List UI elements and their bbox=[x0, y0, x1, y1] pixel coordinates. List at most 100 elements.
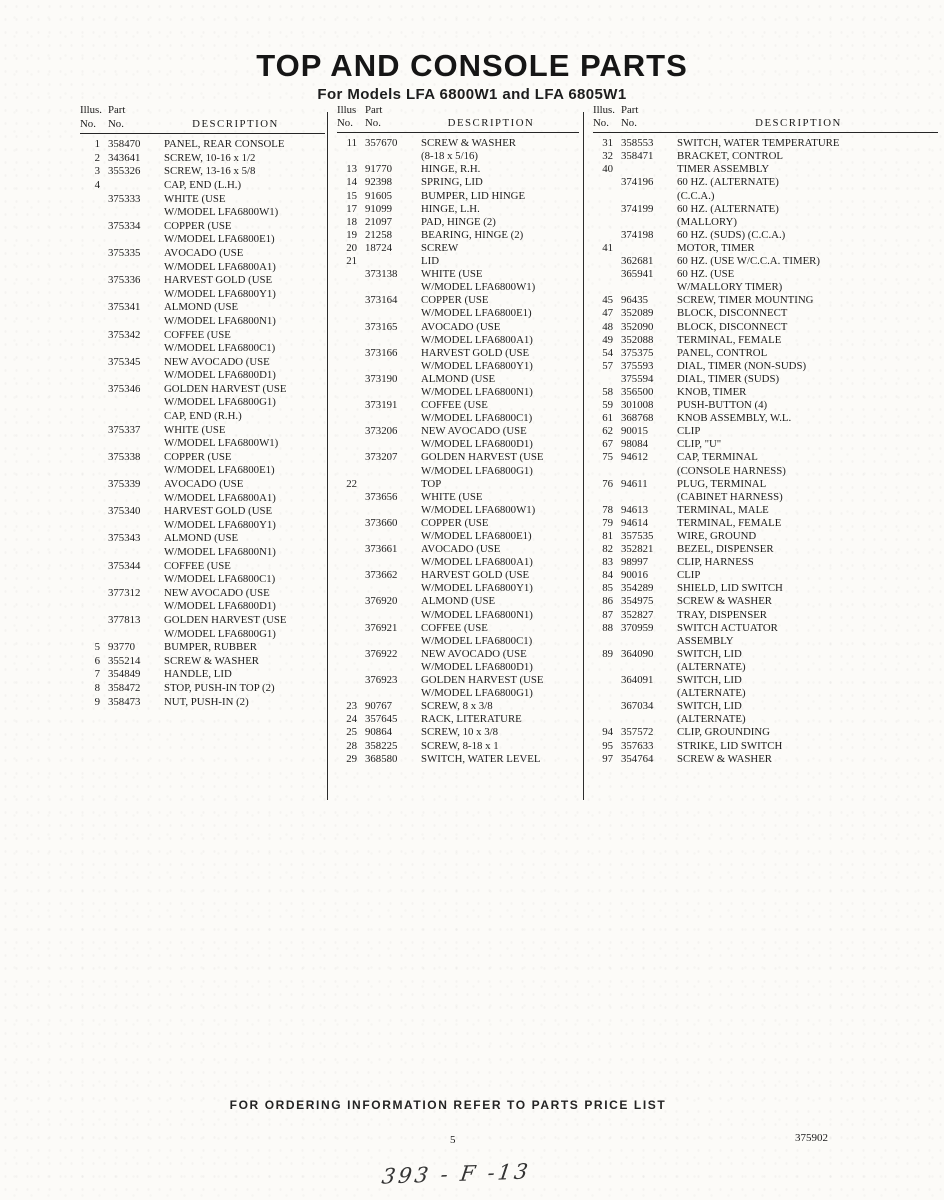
part-no bbox=[621, 163, 669, 176]
parts-row: W/MODEL LFA6800A1) bbox=[337, 334, 579, 347]
part-no: 375594 bbox=[621, 372, 654, 385]
illus-no bbox=[337, 661, 357, 674]
illus-no bbox=[80, 587, 100, 601]
parts-row: 375344 COFFEE (USE bbox=[80, 560, 325, 574]
description-line: GOLDEN HARVEST (USE bbox=[164, 613, 287, 626]
part-no bbox=[108, 628, 156, 642]
description-line: W/MODEL LFA6800D1) bbox=[421, 660, 533, 673]
description-line: W/MODEL LFA6800C1) bbox=[164, 342, 276, 355]
header-illus-label: Illus bbox=[337, 104, 357, 116]
description-line: W/MODEL LFA6800D1) bbox=[421, 438, 533, 451]
description-line: (8-18 x 5/16) bbox=[421, 150, 478, 163]
illus-no bbox=[337, 334, 357, 347]
description-line: COPPER (USE bbox=[164, 219, 232, 232]
part-no bbox=[365, 687, 413, 700]
parts-row: W/MODEL LFA6800N1) bbox=[337, 609, 579, 622]
illus-no bbox=[80, 614, 100, 628]
parts-row: 375343 ALMOND (USE bbox=[80, 532, 325, 546]
description-line: LID bbox=[421, 255, 439, 268]
part-no bbox=[365, 412, 413, 425]
illus-no bbox=[593, 465, 613, 478]
parts-row: 367034 SWITCH, LID bbox=[593, 700, 938, 713]
part-no bbox=[108, 464, 156, 478]
part-no: 375335 bbox=[108, 246, 141, 259]
illus-no bbox=[337, 412, 357, 425]
part-no bbox=[108, 369, 156, 383]
parts-row: 364091 SWITCH, LID bbox=[593, 674, 938, 687]
illus-no: 25 bbox=[346, 726, 357, 739]
illus-no bbox=[337, 321, 357, 334]
illus-no: 76 bbox=[602, 477, 613, 490]
illus-no bbox=[80, 396, 100, 410]
part-no: 357670 bbox=[365, 137, 398, 150]
illus-no bbox=[337, 530, 357, 543]
part-no: 364090 bbox=[621, 647, 654, 660]
header-description-label: DESCRIPTION bbox=[447, 117, 535, 130]
illus-no bbox=[80, 220, 100, 234]
parts-row: W/MODEL LFA6800W1) bbox=[337, 504, 579, 517]
part-no bbox=[108, 396, 156, 410]
parts-row: 375340 HARVEST GOLD (USE bbox=[80, 505, 325, 519]
description-line: BEARING, HINGE (2) bbox=[421, 228, 524, 241]
part-no bbox=[108, 342, 156, 356]
illus-no: 2 bbox=[94, 151, 100, 164]
part-no: 362681 bbox=[621, 255, 654, 268]
parts-row: (ALTERNATE) bbox=[593, 661, 938, 674]
parts-row: W/MODEL LFA6800A1) bbox=[80, 261, 325, 275]
illus-no bbox=[80, 628, 100, 642]
part-no: 373206 bbox=[365, 425, 398, 438]
illus-no bbox=[80, 247, 100, 261]
illus-no bbox=[80, 464, 100, 478]
part-no: 374196 bbox=[621, 176, 654, 189]
description-line: HINGE, L.H. bbox=[421, 202, 480, 215]
parts-row: 17 91099 HINGE, L.H. bbox=[337, 203, 579, 216]
column-header: Illus. Part No. No. DESCRIPTION bbox=[593, 104, 938, 134]
illus-no bbox=[80, 193, 100, 207]
description-line: AVOCADO (USE bbox=[421, 320, 501, 333]
description-line: W/MODEL LFA6800G1) bbox=[164, 396, 276, 409]
part-no bbox=[365, 255, 413, 268]
parts-row: 47 352089 BLOCK, DISCONNECT bbox=[593, 307, 938, 320]
description-line: W/MODEL LFA6800W1) bbox=[164, 206, 279, 219]
illus-no bbox=[593, 687, 613, 700]
parts-row: 7 354849 HANDLE, LID bbox=[80, 668, 325, 682]
description-line: (ALTERNATE) bbox=[677, 687, 746, 700]
part-no: 375333 bbox=[108, 192, 141, 205]
description-line: ALMOND (USE bbox=[164, 301, 239, 314]
illus-no bbox=[593, 713, 613, 726]
part-no bbox=[365, 150, 413, 163]
description-line: TIMER ASSEMBLY bbox=[677, 163, 770, 176]
parts-row: 4 CAP, END (L.H.) bbox=[80, 179, 325, 193]
parts-row: 59 301008 PUSH-BUTTON (4) bbox=[593, 399, 938, 412]
illus-no bbox=[80, 492, 100, 506]
description-line: NEW AVOCADO (USE bbox=[421, 425, 527, 438]
parts-row: 373660 COPPER (USE bbox=[337, 517, 579, 530]
description-line: MOTOR, TIMER bbox=[677, 241, 755, 254]
description-line: COFFEE (USE bbox=[421, 621, 488, 634]
description-line: W/MODEL LFA6800C1) bbox=[164, 573, 276, 586]
description-line: CLIP bbox=[677, 425, 701, 438]
parts-row: 24 357645 RACK, LITERATURE bbox=[337, 713, 579, 726]
description-line: CLIP, GROUNDING bbox=[677, 726, 770, 739]
part-no: 356500 bbox=[621, 385, 654, 398]
illus-no: 79 bbox=[602, 516, 613, 529]
header-part-label: Part bbox=[365, 104, 383, 116]
description-line: W/MODEL LFA6800Y1) bbox=[421, 359, 533, 372]
part-no bbox=[365, 334, 413, 347]
description-line: STRIKE, LID SWITCH bbox=[677, 739, 783, 752]
parts-row: 375334 COPPER (USE bbox=[80, 220, 325, 234]
part-no: 373138 bbox=[365, 268, 398, 281]
parts-row: ASSEMBLY bbox=[593, 635, 938, 648]
parts-row: 375339 AVOCADO (USE bbox=[80, 478, 325, 492]
part-no bbox=[108, 206, 156, 220]
parts-row: 376921 COFFEE (USE bbox=[337, 622, 579, 635]
illus-no: 21 bbox=[346, 255, 357, 268]
parts-row: W/MALLORY TIMER) bbox=[593, 281, 938, 294]
parts-row: 40 TIMER ASSEMBLY bbox=[593, 163, 938, 176]
description-line: 60 HZ. (ALTERNATE) bbox=[677, 202, 779, 215]
description-line: WHITE (USE bbox=[164, 192, 226, 205]
description-line: SWITCH, WATER LEVEL bbox=[421, 752, 541, 765]
description-line: WHITE (USE bbox=[421, 490, 483, 503]
illus-no bbox=[80, 505, 100, 519]
description-line: COFFEE (USE bbox=[164, 559, 231, 572]
